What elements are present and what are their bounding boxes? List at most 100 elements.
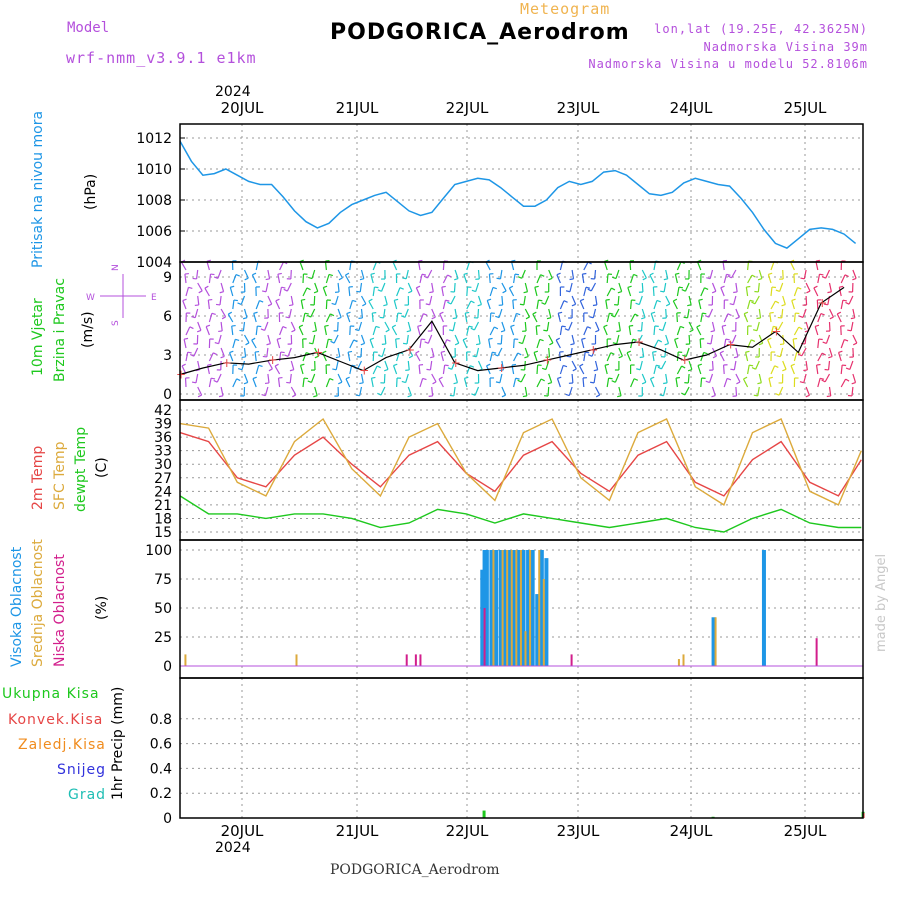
wind-barb <box>220 282 225 292</box>
wind-barb <box>652 286 655 297</box>
wind-barb-flag <box>827 291 832 294</box>
wind-barb-flag <box>636 368 641 371</box>
wind-barb-flag <box>632 338 637 341</box>
wind-barb <box>688 321 694 331</box>
wind-barb <box>489 352 493 362</box>
wind-barb <box>279 261 285 271</box>
wind-barb-flag <box>730 368 735 371</box>
wind-barb-flag <box>611 380 616 383</box>
wind-barb-flag <box>229 350 234 354</box>
wind-barb-flag <box>634 313 639 317</box>
wind-barb <box>243 308 248 318</box>
wind-barb-flag <box>722 259 727 262</box>
wind-barb-flag <box>556 272 561 276</box>
wind-barb-flag <box>351 364 356 367</box>
wind-barb-flag <box>555 337 560 341</box>
wind-barb-flag <box>547 381 552 385</box>
wind-barb-flag <box>471 289 476 293</box>
wind-barb <box>310 373 316 383</box>
wind-barb <box>676 365 683 375</box>
wind-barb-flag <box>356 290 361 293</box>
wind-barb-flag <box>399 287 404 290</box>
wind-barb-flag <box>353 339 358 343</box>
wind-barb-flag <box>564 328 569 331</box>
wind-barb <box>840 339 845 349</box>
wind-barb <box>649 274 655 284</box>
wind-barb-flag <box>746 285 751 288</box>
wind-barb <box>501 386 507 396</box>
wind-barb <box>817 352 823 362</box>
wind-barb <box>381 347 386 357</box>
wind-barb-flag <box>847 329 852 332</box>
wind-barb-flag <box>703 351 708 355</box>
wind-barb-flag <box>793 337 798 340</box>
wind-barb-flag <box>582 272 587 275</box>
wind-barb <box>852 308 856 318</box>
wind-barb-flag <box>289 369 294 372</box>
wind-barb <box>571 373 574 384</box>
wind-barb-flag <box>781 304 786 307</box>
wind-barb <box>407 321 412 331</box>
wind-barb <box>651 352 655 362</box>
wind-gust-marker: + <box>588 343 598 357</box>
wind-barb <box>548 373 553 383</box>
wind-barb-flag <box>541 367 547 371</box>
wind-barb <box>218 334 222 344</box>
wind-barb <box>583 326 588 336</box>
wind-barb <box>513 378 517 388</box>
wind-barb <box>805 360 808 370</box>
wind-barb <box>243 269 249 279</box>
wind-barb-flag <box>300 363 305 366</box>
wind-barb <box>370 378 374 388</box>
wind-barb-flag <box>675 272 680 275</box>
wind-barb-flag <box>517 276 523 279</box>
wind-barb <box>454 334 460 344</box>
wind-barb-flag <box>820 312 825 316</box>
wind-barb <box>687 373 690 384</box>
wind-barb <box>232 378 238 388</box>
wind-barb <box>477 360 483 370</box>
wind-barb <box>699 338 702 349</box>
wind-barb-flag <box>281 286 286 289</box>
wind-barb <box>347 352 351 362</box>
wind-barb <box>335 360 339 370</box>
wind-barb-flag <box>641 316 646 320</box>
wind-barb-flag <box>524 355 529 359</box>
legend-total-rain: Ukupna Kisa <box>2 686 100 702</box>
wind-barb-flag <box>401 380 406 384</box>
wind-barb-flag <box>538 299 543 302</box>
wind-barb <box>267 373 270 384</box>
wind-barb-flag <box>346 311 351 315</box>
wind-barb <box>688 334 691 345</box>
wind-barb-flag <box>328 338 333 341</box>
wind-barb <box>205 326 210 336</box>
wind-barb <box>618 321 621 331</box>
wind-barb <box>817 274 821 284</box>
wind-barb-flag <box>608 377 613 380</box>
wind-barb <box>264 386 269 396</box>
wind-barb <box>196 269 199 280</box>
wind-barb-flag <box>593 369 598 372</box>
wind-barb-flag <box>845 378 850 382</box>
wind-barb <box>840 378 847 388</box>
wind-barb-flag <box>774 327 779 331</box>
wind-barb-flag <box>735 316 740 320</box>
wind-barb <box>380 386 386 396</box>
wind-barb-flag <box>464 376 469 379</box>
wind-barb <box>813 287 819 297</box>
wind-barb-flag <box>570 343 575 346</box>
wind-barb-flag <box>791 298 796 301</box>
wind-barb <box>349 365 353 375</box>
wind-barb <box>288 308 292 318</box>
wind-barb <box>314 386 318 396</box>
model-label: Model <box>67 20 110 36</box>
wind-barb-flag <box>557 376 562 380</box>
wind-barb <box>606 378 610 388</box>
wind-barb-flag <box>307 380 312 383</box>
wind-barb-flag <box>196 329 202 333</box>
wind-barb-flag <box>819 377 825 380</box>
wind-barb <box>767 339 772 349</box>
wind-barb <box>251 274 257 284</box>
wind-barb <box>770 286 773 297</box>
